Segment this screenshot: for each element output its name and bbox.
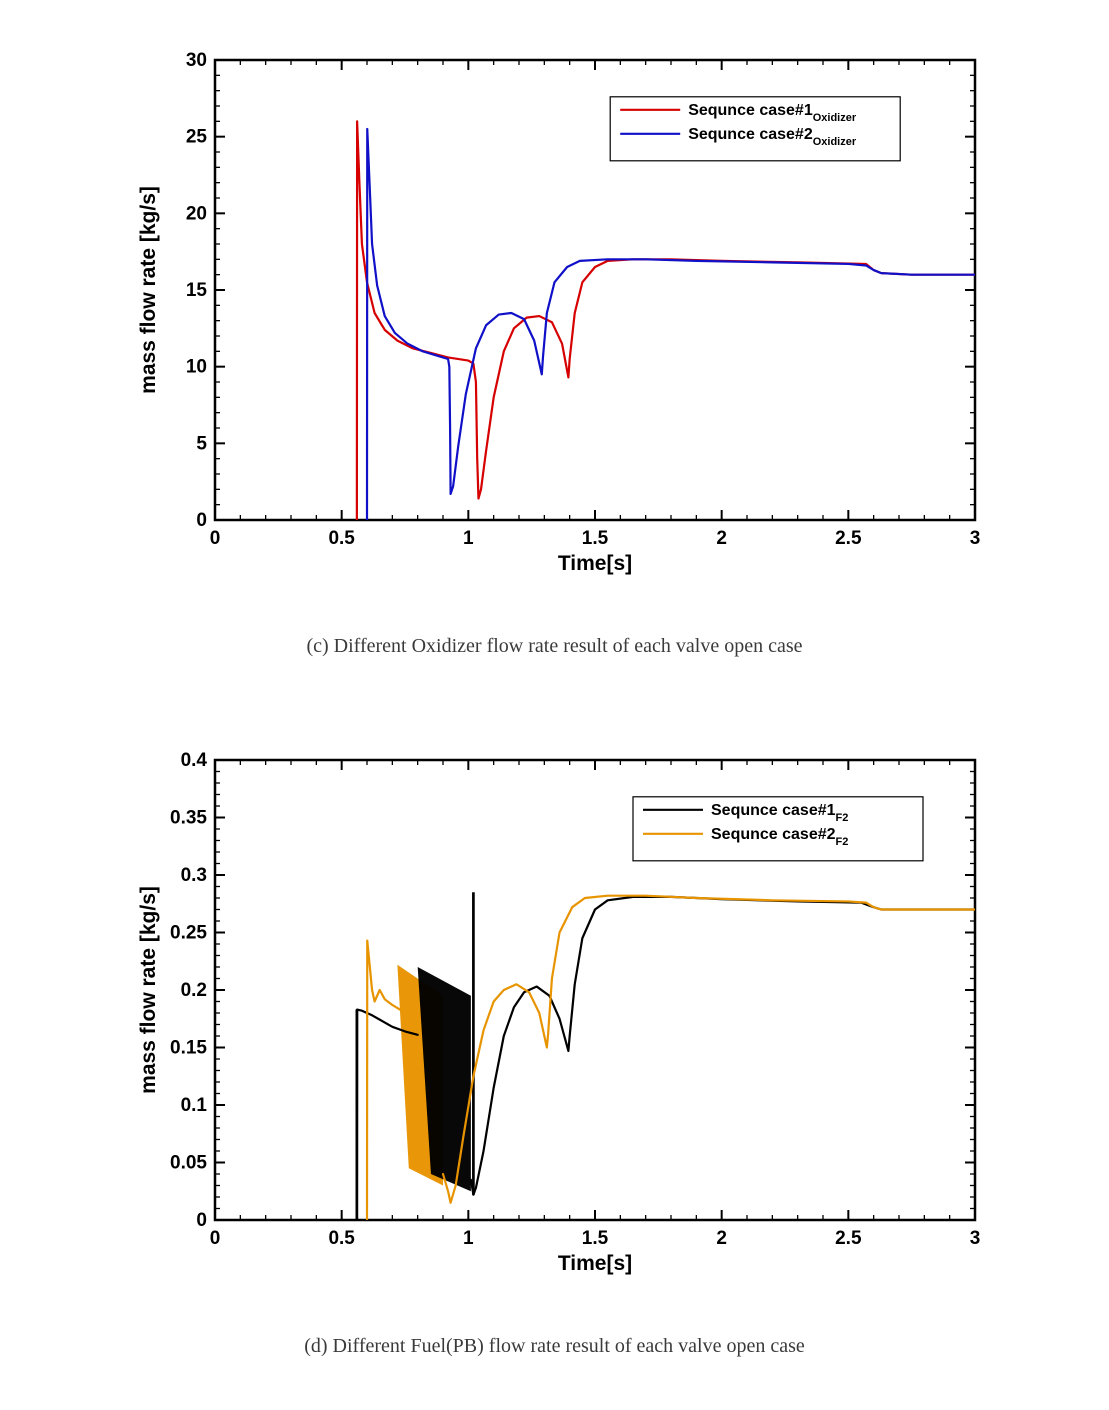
svg-text:0: 0 xyxy=(210,528,221,549)
svg-text:2.5: 2.5 xyxy=(835,528,862,549)
chart-c-container: 00.511.522.53051015202530Time[s]mass flo… xyxy=(120,40,990,600)
svg-text:3: 3 xyxy=(970,528,981,549)
caption-d: (d) Different Fuel(PB) flow rate result … xyxy=(0,1335,1109,1358)
svg-text:0.35: 0.35 xyxy=(170,808,207,829)
svg-text:0: 0 xyxy=(196,1210,207,1231)
svg-text:2: 2 xyxy=(716,528,727,549)
svg-text:1: 1 xyxy=(463,528,474,549)
caption-c: (c) Different Oxidizer flow rate result … xyxy=(0,635,1109,658)
chart-c: 00.511.522.53051015202530Time[s]mass flo… xyxy=(120,40,990,600)
svg-text:0.25: 0.25 xyxy=(170,923,207,944)
svg-text:1.5: 1.5 xyxy=(582,528,609,549)
svg-text:2: 2 xyxy=(716,1228,727,1249)
svg-text:0.2: 0.2 xyxy=(181,980,207,1001)
chart-d-container: 0 0.5 1 1.5 2 2.5 3 0 0.05 0.1 0.15 0.2 0.25 0.3 0.35 0… xyxy=(120,740,990,1300)
svg-text:20: 20 xyxy=(186,203,207,224)
svg-text:0.15: 0.15 xyxy=(170,1038,207,1059)
svg-text:5: 5 xyxy=(196,433,207,454)
svg-text:0.05: 0.05 xyxy=(170,1153,207,1174)
svg-text:30: 30 xyxy=(186,50,207,71)
svg-text:3: 3 xyxy=(970,1228,981,1249)
svg-text:0.5: 0.5 xyxy=(328,528,355,549)
svg-text:10: 10 xyxy=(186,357,207,378)
svg-text:1.5: 1.5 xyxy=(582,1228,609,1249)
svg-text:mass flow rate [kg/s]: mass flow rate [kg/s] xyxy=(137,186,160,394)
svg-text:Time[s]: Time[s] xyxy=(558,552,632,575)
svg-text:2.5: 2.5 xyxy=(835,1228,862,1249)
svg-text:0: 0 xyxy=(210,1228,221,1249)
svg-text:0: 0 xyxy=(196,510,207,531)
svg-text:0.3: 0.3 xyxy=(181,865,207,886)
svg-text:0.5: 0.5 xyxy=(328,1228,355,1249)
chart-d: 0 0.5 1 1.5 2 2.5 3 0 0.05 0.1 0.15 0.2 0.25 0.3 0.35 0… xyxy=(120,740,990,1300)
svg-text:0.4: 0.4 xyxy=(181,750,208,771)
svg-text:Time[s]: Time[s] xyxy=(558,1252,632,1275)
page: 00.511.522.53051015202530Time[s]mass flo… xyxy=(0,0,1109,1410)
svg-text:0.1: 0.1 xyxy=(181,1095,208,1116)
svg-text:mass flow rate [kg/s]: mass flow rate [kg/s] xyxy=(137,886,160,1094)
svg-text:25: 25 xyxy=(186,127,208,148)
svg-text:1: 1 xyxy=(463,1228,474,1249)
svg-text:15: 15 xyxy=(186,280,208,301)
